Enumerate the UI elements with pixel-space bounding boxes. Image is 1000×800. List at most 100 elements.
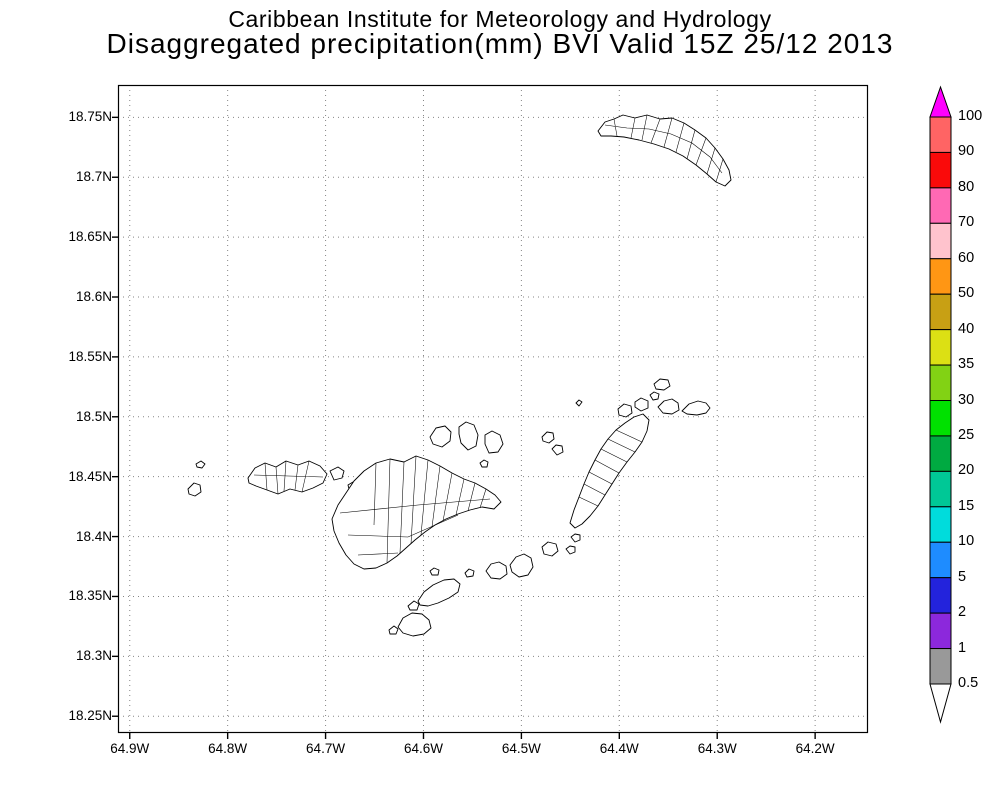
island-marina-cay <box>479 459 489 468</box>
colorbar-tick-label: 15 <box>958 497 975 514</box>
colorbar-tick-label: 50 <box>958 285 975 302</box>
y-axis-tick-label: 18.5N <box>75 408 112 424</box>
island-anegada <box>597 114 732 187</box>
colorbar-tick-label: 70 <box>958 214 975 231</box>
colorbar-tick-label: 80 <box>958 178 975 195</box>
axis-ticks <box>112 116 816 739</box>
island-dead-chest <box>464 568 475 578</box>
colorbar-tick-label: 10 <box>958 533 975 550</box>
x-axis-tick-label: 64.2W <box>795 741 835 756</box>
colorbar-segment-60-70 <box>929 222 952 260</box>
island-ginger <box>541 541 559 557</box>
colorbar-tick-label: 100 <box>958 108 983 124</box>
map-plot-area <box>112 84 869 739</box>
colorbar-tick-label: 25 <box>958 426 975 443</box>
island-round-rock <box>565 545 576 555</box>
island-norman <box>397 612 432 637</box>
colorbar-segment-10-15 <box>929 506 952 543</box>
island-necker <box>653 378 671 391</box>
island-fallen-jerusalem <box>570 533 581 543</box>
x-axis-tick-label: 64.8W <box>208 741 248 756</box>
island-little-tobago <box>195 460 206 469</box>
island-eustatia <box>649 391 660 401</box>
colorbar-tick-label: 5 <box>958 568 967 585</box>
islet <box>388 625 399 635</box>
colorbar-canvas <box>929 85 952 724</box>
x-axis-tick-label: 64.5W <box>501 741 541 756</box>
island-great-tobago <box>187 482 202 497</box>
y-axis-tick-label: 18.3N <box>75 648 112 664</box>
x-axis-tick-label: 64.9W <box>110 741 150 756</box>
colorbar-tick-label: 20 <box>958 462 975 479</box>
islet <box>407 600 420 611</box>
colorbar-segment-35-40 <box>929 329 952 366</box>
y-axis-tick-label: 18.7N <box>75 169 112 185</box>
y-axis-tick-label: 18.55N <box>68 348 112 364</box>
colorbar-segment-5-10 <box>929 541 952 579</box>
colorbar-tick-label: 2 <box>958 604 967 621</box>
y-axis-tick-label: 18.45N <box>68 468 112 484</box>
islet <box>429 567 440 576</box>
islet <box>657 398 680 415</box>
island-cooper <box>509 553 534 578</box>
island-peter <box>417 578 461 607</box>
island-mosquito <box>617 403 633 418</box>
islet <box>575 399 583 407</box>
island-great-camanoe <box>458 421 479 451</box>
colorbar-segment-2-5 <box>929 577 952 614</box>
y-axis-tick-label: 18.35N <box>68 588 112 604</box>
gridlines <box>118 85 868 733</box>
colorbar-tick-label: 60 <box>958 249 975 266</box>
y-axis-tick-label: 18.6N <box>75 289 112 304</box>
colorbar-segment-15-20 <box>929 470 952 508</box>
island-jost-van-dyke <box>247 460 328 495</box>
colorbar-tick-label: 0.5 <box>958 675 979 691</box>
colorbar-segment-70-80 <box>929 187 952 224</box>
colorbar-tick-label: 90 <box>958 143 975 160</box>
island-little-jost <box>329 466 345 481</box>
colorbar-segment-90-100 <box>929 116 952 153</box>
island-west-dog <box>541 431 555 444</box>
island-tortola <box>331 455 502 570</box>
map-canvas <box>112 84 869 739</box>
x-axis-tick-label: 64.3W <box>697 741 737 756</box>
island-cell-mesh <box>604 114 724 183</box>
island-cell-mesh <box>339 455 491 564</box>
island-prickly-pear <box>634 397 649 412</box>
island-cell-mesh <box>578 429 643 507</box>
x-axis-tick-label: 64.4W <box>599 741 639 756</box>
colorbar-tick-label: 35 <box>958 356 975 373</box>
island-scrub <box>484 430 504 454</box>
x-axis-tick-label: 64.7W <box>306 741 346 756</box>
y-axis-tick-label: 18.65N <box>68 229 112 245</box>
figure-title-institute: Caribbean Institute for Meteorology and … <box>228 6 772 32</box>
x-axis-tick-label: 64.6W <box>403 741 443 756</box>
y-axis-tick-label: 18.4N <box>75 528 112 544</box>
island-cell-mesh <box>253 460 324 495</box>
island-salt <box>485 561 508 580</box>
y-axis-tick-label: 18.25N <box>68 708 112 724</box>
figure-title-main: Disaggregated precipitation(mm) BVI Vali… <box>106 28 894 59</box>
colorbar-segment-20-25 <box>929 435 952 472</box>
colorbar-segment-40-50 <box>929 293 952 331</box>
colorbar-segment-30-35 <box>929 364 952 401</box>
colorbar-segment-25-30 <box>929 400 952 437</box>
island-coastlines <box>187 114 732 637</box>
colorbar-segment-0.5-1 <box>929 648 952 685</box>
colorbar-tick-label: 30 <box>958 391 975 408</box>
colorbar-segment-50-60 <box>929 258 952 295</box>
colorbar-tick-label: 1 <box>958 639 967 656</box>
colorbar-arrow-above-max <box>929 85 952 118</box>
island-great-dog <box>551 444 564 456</box>
colorbar-segment-80-90 <box>929 151 952 189</box>
y-axis-tick-label: 18.75N <box>68 109 112 125</box>
plot-frame <box>117 84 869 734</box>
colorbar <box>920 85 966 730</box>
colorbar-tick-label: 40 <box>958 320 975 337</box>
colorbar-segment-1-2 <box>929 612 952 650</box>
island-virgin-gorda <box>569 413 650 529</box>
islet-chain <box>681 400 711 416</box>
colorbar-arrow-below-min <box>929 683 952 724</box>
